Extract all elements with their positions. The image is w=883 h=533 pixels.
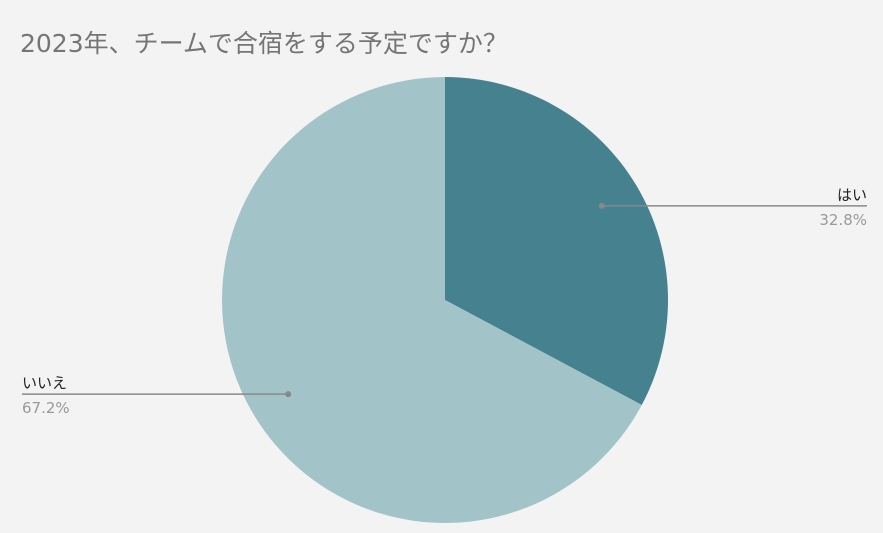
callout-dot-0: [598, 202, 605, 209]
pie-slice-0: [445, 77, 668, 405]
slice-label-1: いいえ: [22, 374, 67, 392]
slice-label-0: はい: [837, 186, 867, 204]
callout-dot-1: [285, 391, 292, 398]
slice-value-label-0: 32.8%: [819, 211, 867, 229]
chart-title: 2023年、チームで合宿をする予定ですか？: [20, 29, 508, 58]
slice-value-label-1: 67.2%: [22, 399, 70, 417]
pie-slice-1: [222, 77, 642, 524]
